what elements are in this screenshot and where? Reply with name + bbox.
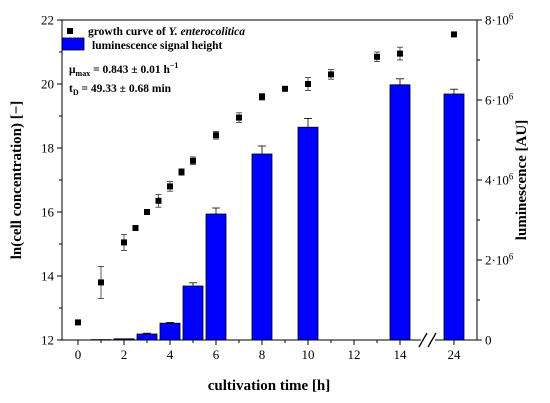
annotation-doubling-time: tD = 49.33 ± 0.68 min (69, 83, 172, 97)
bar (297, 126, 319, 341)
x-tick-label: 14 (394, 347, 408, 362)
data-point (155, 197, 162, 204)
data-point (190, 157, 196, 164)
legend-luminescence-label: luminescence signal height (92, 40, 223, 52)
x-tick-label: 12 (348, 347, 361, 362)
y-left-tick-label: 18 (41, 141, 54, 156)
legend-marker-square (67, 28, 73, 34)
x-axis: 0 2 4 6 8 10 12 14 24 (75, 340, 461, 362)
x-axis-title: cultivation time [h] (208, 378, 330, 394)
bar (205, 213, 227, 341)
y-left-tick-label: 16 (41, 205, 55, 220)
bar (182, 285, 204, 341)
data-point (213, 132, 219, 139)
y-axis-right: 0 2·106 4·106 6·106 8·106 (477, 12, 514, 348)
y-axis-right-title: luminescence [AU] (514, 120, 530, 240)
bar (389, 84, 411, 341)
data-point (259, 93, 265, 100)
data-point (328, 71, 334, 78)
data-point (121, 239, 127, 246)
y-left-tick-label: 22 (41, 13, 54, 28)
data-point (132, 225, 139, 231)
x-tick-label: 4 (167, 347, 174, 362)
y-left-tick-label: 14 (41, 269, 55, 284)
data-point (236, 114, 242, 121)
bar (251, 153, 273, 341)
data-point (451, 31, 457, 38)
bar (136, 333, 158, 341)
y-right-tick-label: 6·106 (485, 92, 514, 108)
y-right-tick-label: 4·106 (485, 172, 514, 188)
x-tick-label: 0 (75, 347, 82, 362)
x-tick-label: 6 (213, 347, 220, 362)
scatter-series (75, 31, 457, 326)
y-right-tick-label: 8·106 (485, 12, 514, 28)
x-tick-label: 24 (448, 347, 462, 362)
data-point (178, 169, 185, 175)
legend-marker-bar (61, 37, 85, 51)
y-left-tick-label: 20 (41, 77, 54, 92)
axis-break-marker (418, 332, 437, 348)
y-axis-left: 12 14 16 18 20 22 (41, 13, 62, 348)
y-right-tick-label: 0 (485, 333, 492, 348)
annotation-mu-max: μmax = 0.843 ± 0.01 h−1 (69, 61, 178, 78)
y-right-tick-label: 2·106 (485, 252, 514, 268)
data-point (144, 209, 150, 215)
data-point (305, 81, 311, 87)
data-point (167, 183, 173, 190)
data-point (282, 85, 288, 92)
data-point (374, 53, 380, 60)
legend-growth-label: growth curve of Y. enterocolitica (88, 26, 245, 38)
legend: growth curve of Y. enterocolitica lumine… (61, 26, 245, 52)
x-tick-label: 2 (121, 347, 128, 362)
x-tick-label: 10 (302, 347, 315, 362)
bar (443, 93, 465, 341)
data-point (75, 319, 81, 326)
bar (159, 322, 181, 341)
bar-series (90, 78, 465, 341)
y-axis-left-title: ln(cell concentration) [−] (9, 101, 25, 260)
x-tick-label: 8 (259, 347, 266, 362)
data-point (98, 279, 104, 286)
data-point (397, 50, 403, 57)
y-left-tick-label: 12 (41, 333, 54, 348)
